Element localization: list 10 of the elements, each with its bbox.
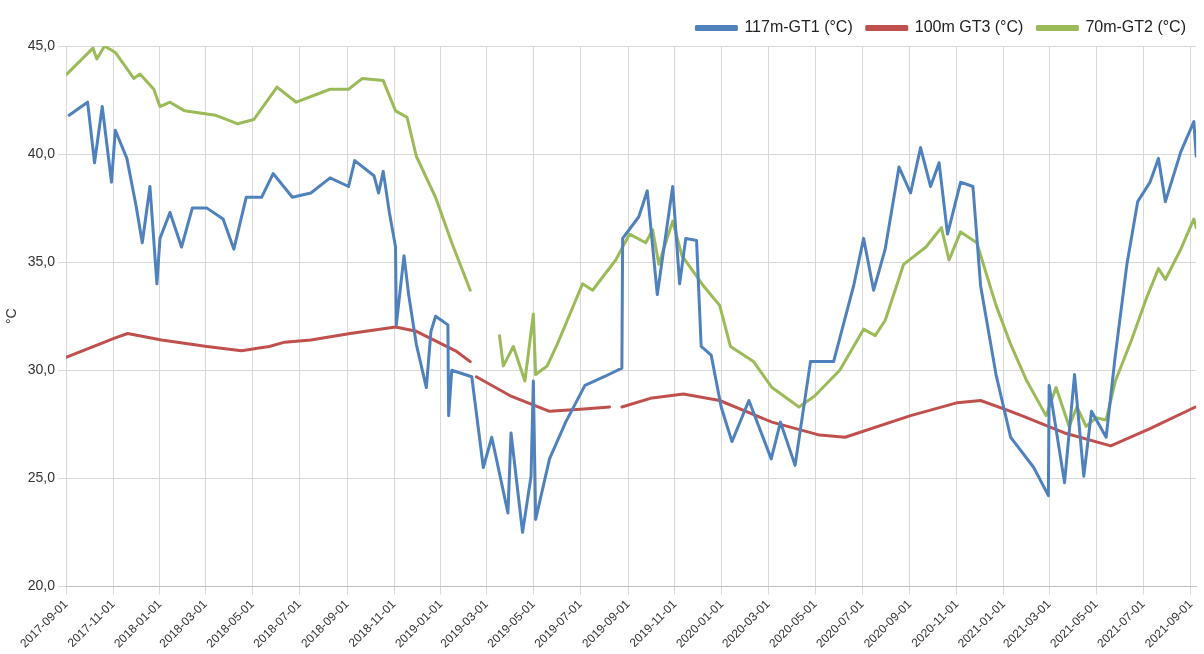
y-tick-label: 30,0 xyxy=(27,361,56,378)
y-tick-label: 25,0 xyxy=(27,469,56,486)
legend-label: 70m-GT2 (°C) xyxy=(1085,18,1186,36)
y-tick-label: 20,0 xyxy=(27,577,56,594)
y-tick-label: 45,0 xyxy=(27,36,56,53)
y-axis-title: °C xyxy=(3,308,20,325)
legend-label: 100m GT3 (°C) xyxy=(914,18,1024,36)
y-tick-label: 40,0 xyxy=(27,144,56,161)
y-tick-label: 35,0 xyxy=(27,253,56,270)
legend-label: 117m-GT1 (°C) xyxy=(744,18,853,36)
